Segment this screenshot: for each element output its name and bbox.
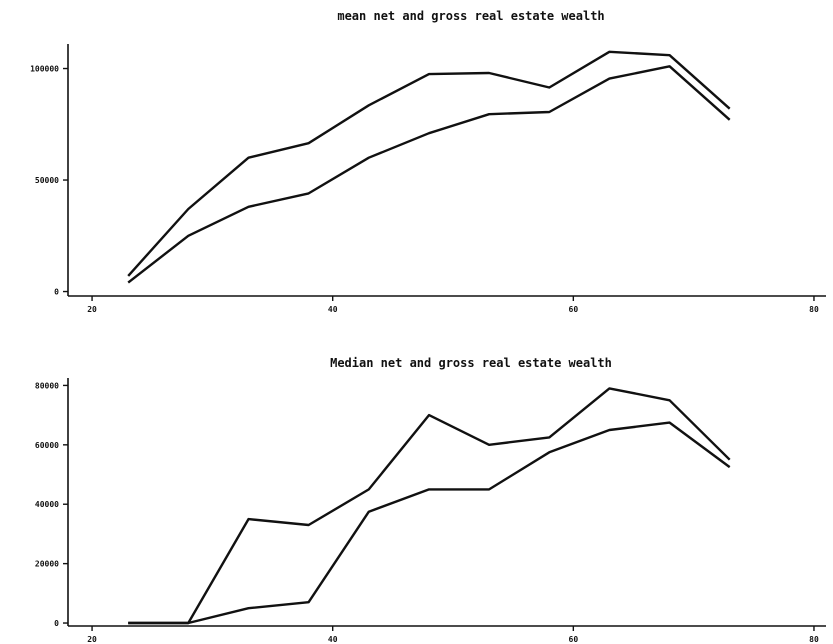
x-tick-label: 20 <box>87 305 97 314</box>
y-tick-label: 100000 <box>30 65 59 74</box>
chart-panel-1: mean net and gross real estate wealth 0 50… <box>30 9 826 314</box>
y-tick-label: 0 <box>54 288 59 297</box>
x-tick-label: 80 <box>809 635 819 644</box>
series-line-2 <box>127 65 731 284</box>
y-tick-label: 20000 <box>35 560 59 569</box>
chart-title: Median net and gross real estate wealth <box>330 356 612 370</box>
x-tick-label: 20 <box>87 635 97 644</box>
x-tick-label: 60 <box>569 635 579 644</box>
chart-panel-2: Median net and gross real estate wealth 0… <box>35 356 826 644</box>
y-tick-label: 0 <box>54 619 59 628</box>
y-tick-label: 40000 <box>35 500 59 509</box>
y-tick-label: 60000 <box>35 441 59 450</box>
x-tick-label: 40 <box>328 635 338 644</box>
x-tick-label: 40 <box>328 305 338 314</box>
series-line-1 <box>128 387 731 625</box>
x-tick-label: 60 <box>569 305 579 314</box>
series-line-2 <box>128 421 731 625</box>
y-tick-label: 80000 <box>35 381 59 390</box>
y-tick-label: 50000 <box>35 176 59 185</box>
x-tick-label: 80 <box>809 305 819 314</box>
chart-title: mean net and gross real estate wealth <box>337 9 604 23</box>
series-line-1 <box>127 50 731 277</box>
